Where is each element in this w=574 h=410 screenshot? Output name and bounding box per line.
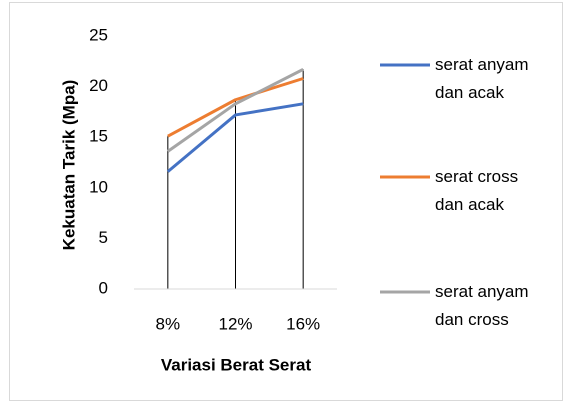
- y-tick-label: 5: [99, 228, 108, 247]
- series-line: [167, 77, 304, 138]
- legend-label: serat cross dan acak: [435, 167, 519, 214]
- x-tick-label: 12%: [218, 314, 252, 333]
- legend-label: serat anyam dan cross: [435, 282, 529, 329]
- y-tick-label: 15: [89, 127, 108, 146]
- legend-label: serat anyam dan acak: [435, 55, 529, 102]
- y-tick-label: 0: [99, 278, 108, 297]
- series-line: [166, 68, 304, 153]
- y-tick-label: 10: [89, 177, 108, 196]
- x-axis-title: Variasi Berat Serat: [161, 355, 312, 374]
- series-line: [166, 102, 304, 173]
- x-tick-label: 8%: [156, 314, 181, 333]
- y-tick-label: 20: [89, 76, 108, 95]
- y-axis-title: Kekuatan Tarik (Mpa): [59, 80, 78, 251]
- y-tick-label: 25: [89, 25, 108, 44]
- x-tick-label: 16%: [286, 314, 320, 333]
- chart-border: [9, 2, 563, 401]
